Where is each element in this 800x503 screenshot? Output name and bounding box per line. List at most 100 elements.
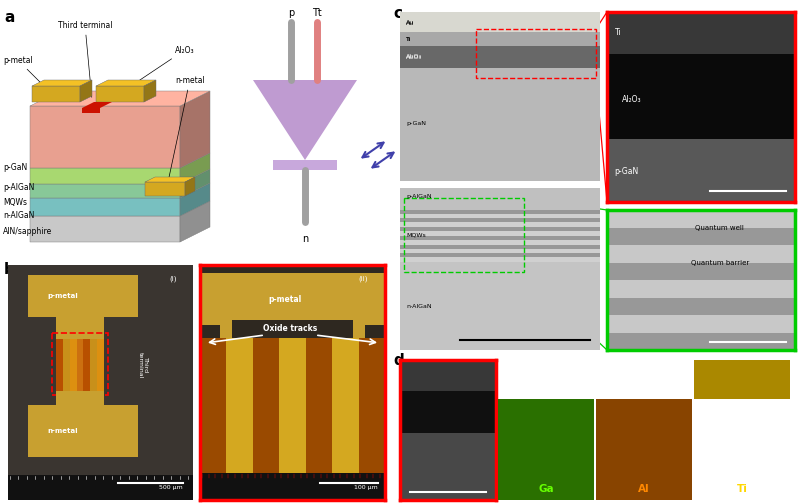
Polygon shape (253, 80, 357, 160)
Text: Al₂O₃: Al₂O₃ (100, 45, 194, 107)
Polygon shape (32, 86, 80, 102)
FancyBboxPatch shape (332, 338, 358, 473)
FancyBboxPatch shape (400, 181, 600, 188)
FancyBboxPatch shape (400, 433, 496, 500)
Text: Quantum well: Quantum well (695, 225, 744, 231)
Text: Ti: Ti (737, 484, 747, 494)
FancyBboxPatch shape (607, 228, 795, 245)
FancyBboxPatch shape (607, 263, 795, 280)
FancyBboxPatch shape (28, 405, 138, 457)
FancyBboxPatch shape (28, 275, 138, 317)
Text: p-metal: p-metal (3, 55, 54, 96)
Polygon shape (96, 86, 144, 102)
Polygon shape (80, 80, 92, 102)
Text: Al: Al (638, 484, 650, 494)
Text: p-GaN: p-GaN (406, 121, 426, 126)
Text: n: n (302, 234, 308, 244)
FancyBboxPatch shape (400, 210, 600, 262)
FancyBboxPatch shape (8, 475, 193, 500)
FancyBboxPatch shape (200, 338, 226, 473)
FancyBboxPatch shape (400, 218, 600, 222)
FancyBboxPatch shape (607, 280, 795, 298)
Text: p-GaN: p-GaN (3, 163, 27, 173)
Text: c: c (393, 6, 402, 21)
FancyBboxPatch shape (8, 265, 193, 500)
FancyBboxPatch shape (97, 339, 104, 391)
FancyBboxPatch shape (400, 32, 600, 46)
FancyBboxPatch shape (358, 338, 385, 473)
FancyBboxPatch shape (200, 338, 385, 473)
Text: b: b (4, 262, 15, 277)
FancyBboxPatch shape (607, 333, 795, 350)
Text: Al₂O₃: Al₂O₃ (406, 54, 422, 59)
Text: p-metal: p-metal (268, 294, 302, 303)
Text: Ti: Ti (406, 37, 411, 42)
Text: Al₂O₃: Al₂O₃ (622, 95, 642, 104)
Polygon shape (30, 184, 180, 198)
Text: p-AlGaN: p-AlGaN (406, 194, 432, 199)
Polygon shape (82, 108, 100, 113)
Polygon shape (145, 177, 195, 182)
Text: Ti: Ti (614, 28, 621, 37)
FancyBboxPatch shape (400, 46, 600, 68)
FancyBboxPatch shape (607, 210, 795, 228)
Polygon shape (30, 91, 210, 106)
Text: Al₂O₃: Al₂O₃ (406, 55, 422, 60)
Polygon shape (144, 80, 156, 102)
FancyBboxPatch shape (607, 315, 795, 333)
FancyBboxPatch shape (607, 12, 795, 54)
Polygon shape (30, 198, 180, 216)
FancyBboxPatch shape (400, 360, 496, 391)
FancyBboxPatch shape (200, 273, 385, 325)
FancyBboxPatch shape (306, 338, 332, 473)
Text: n-AlGaN: n-AlGaN (3, 210, 34, 219)
FancyBboxPatch shape (596, 399, 692, 500)
FancyBboxPatch shape (400, 262, 600, 350)
Text: p-metal: p-metal (48, 293, 78, 299)
Text: MQWs: MQWs (406, 232, 426, 237)
FancyBboxPatch shape (63, 339, 70, 391)
Text: 500 μm: 500 μm (159, 484, 183, 489)
Polygon shape (273, 160, 337, 170)
Text: Third terminal: Third terminal (58, 21, 112, 97)
Text: p-AlGaN: p-AlGaN (3, 184, 34, 193)
FancyBboxPatch shape (56, 391, 104, 405)
Text: Quantum barrier: Quantum barrier (690, 260, 749, 266)
Text: a: a (4, 10, 14, 25)
Polygon shape (96, 80, 156, 86)
Polygon shape (185, 177, 195, 196)
FancyBboxPatch shape (400, 391, 496, 433)
Text: Oxide tracks: Oxide tracks (263, 324, 317, 333)
Text: Au: Au (406, 21, 414, 26)
Text: Third
terminal: Third terminal (138, 352, 149, 378)
Polygon shape (180, 183, 210, 216)
Text: d: d (393, 353, 404, 368)
FancyBboxPatch shape (607, 139, 795, 202)
FancyBboxPatch shape (253, 338, 279, 473)
Polygon shape (180, 169, 210, 198)
Text: MQWs: MQWs (3, 198, 27, 207)
FancyBboxPatch shape (694, 360, 790, 399)
FancyBboxPatch shape (400, 12, 600, 32)
Polygon shape (82, 102, 112, 108)
FancyBboxPatch shape (220, 320, 232, 338)
FancyBboxPatch shape (200, 265, 385, 500)
Text: AlN/sapphire: AlN/sapphire (3, 227, 52, 236)
FancyBboxPatch shape (56, 339, 63, 391)
Text: p: p (288, 8, 294, 18)
FancyBboxPatch shape (200, 473, 385, 500)
FancyBboxPatch shape (220, 320, 365, 338)
FancyBboxPatch shape (83, 339, 90, 391)
FancyBboxPatch shape (226, 338, 253, 473)
FancyBboxPatch shape (607, 245, 795, 263)
Text: p-GaN: p-GaN (614, 167, 638, 176)
FancyBboxPatch shape (400, 210, 600, 214)
FancyBboxPatch shape (400, 236, 600, 240)
Text: n-metal: n-metal (166, 75, 205, 193)
Polygon shape (32, 80, 92, 86)
Text: Ga: Ga (538, 484, 554, 494)
Text: n-metal: n-metal (48, 428, 78, 434)
FancyBboxPatch shape (90, 339, 97, 391)
FancyBboxPatch shape (400, 254, 600, 258)
Text: (i): (i) (170, 276, 177, 282)
